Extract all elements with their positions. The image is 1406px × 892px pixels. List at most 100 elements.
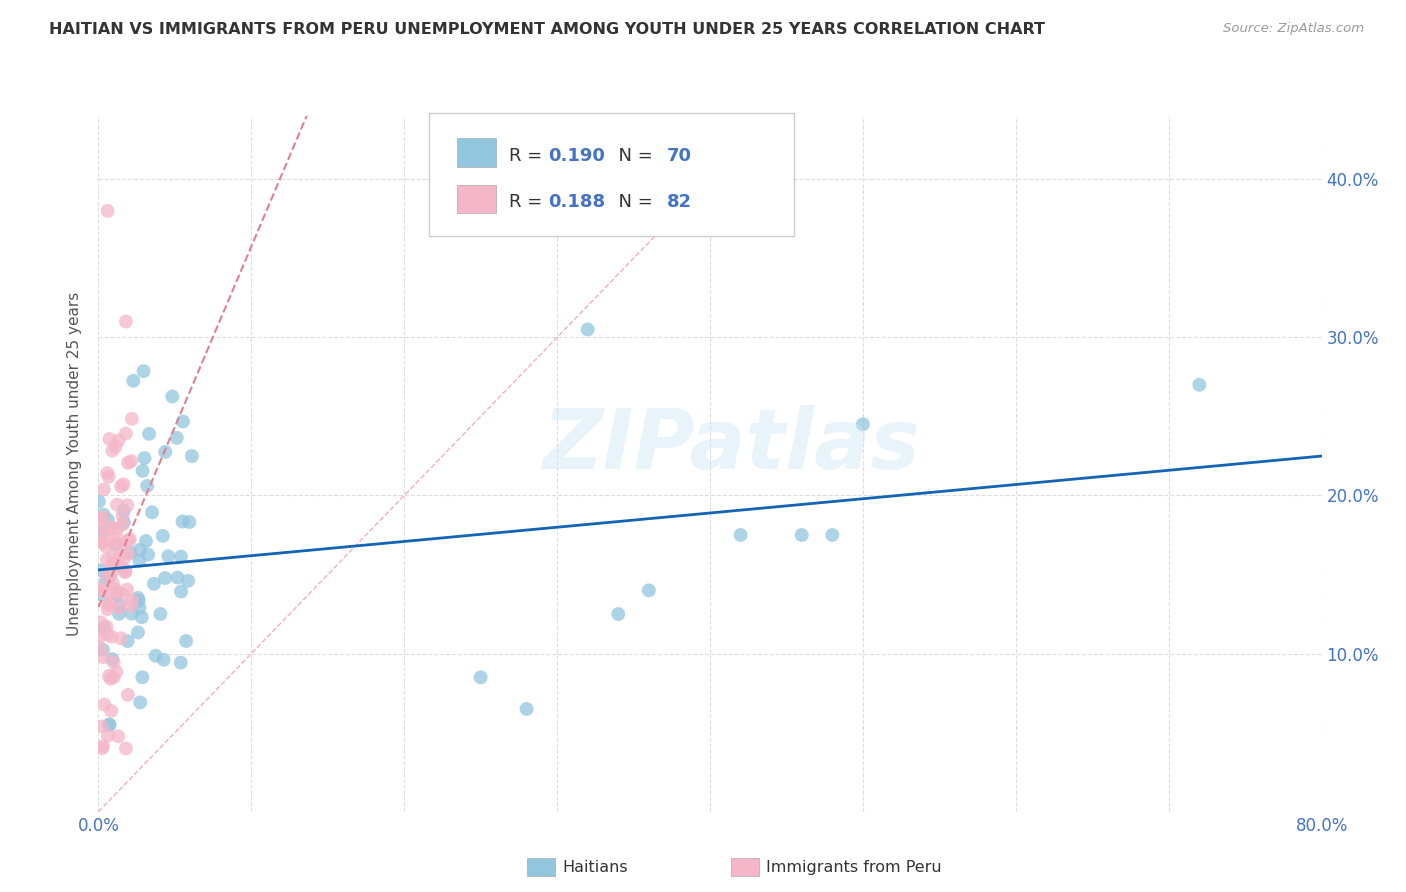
Point [470,670,492,684]
Point [128,593,150,607]
Point [96,466,118,480]
Point [93,483,115,497]
Point [576,322,599,336]
Point [101,443,124,458]
Point [105,665,128,679]
Point [93,650,115,665]
Point [170,656,193,670]
Point [110,479,132,493]
Point [98,587,121,601]
Point [136,548,159,562]
Point [101,522,124,536]
Point [132,364,155,378]
Point [131,610,153,624]
Text: 70: 70 [666,147,692,165]
Point [118,532,141,546]
Point [112,515,135,529]
Point [174,634,197,648]
Point [96,568,118,582]
Point [112,477,135,491]
Point [128,600,150,615]
Text: R =: R = [509,194,548,211]
Point [98,597,121,611]
Point [117,634,139,648]
Point [121,593,143,607]
Point [134,451,156,466]
Point [105,498,128,512]
Point [117,499,139,513]
Point [162,389,184,403]
Point [120,546,142,560]
Text: 0.188: 0.188 [548,194,606,211]
Point [141,505,163,519]
Point [153,571,176,585]
Point [100,520,122,534]
Point [117,688,139,702]
Point [90,615,112,630]
Text: 82: 82 [666,194,692,211]
Point [127,625,149,640]
Point [122,374,145,388]
Point [108,598,131,612]
Point [170,584,193,599]
Point [105,521,128,535]
Y-axis label: Unemployment Among Youth under 25 years: Unemployment Among Youth under 25 years [67,292,83,636]
Point [152,653,174,667]
Point [111,508,134,523]
Point [97,469,120,483]
Point [108,600,131,615]
Point [143,577,166,591]
Point [93,620,115,634]
Point [98,717,121,731]
Point [121,412,143,426]
Point [730,528,752,542]
Point [166,431,188,445]
Point [112,550,135,565]
Point [103,557,125,571]
Point [117,547,139,561]
Point [107,584,129,599]
Point [98,432,121,446]
Point [852,417,875,432]
Point [87,494,110,508]
Point [790,528,813,542]
Point [179,515,201,529]
Point [111,517,134,532]
Point [112,504,135,518]
Point [91,643,114,657]
Point [128,542,150,557]
Point [91,510,114,524]
Point [128,554,150,568]
Text: Immigrants from Peru: Immigrants from Peru [766,860,942,874]
Point [90,563,112,577]
Point [91,524,114,539]
Point [107,434,129,448]
Point [607,607,630,621]
Point [149,607,172,621]
Text: Source: ZipAtlas.com: Source: ZipAtlas.com [1223,22,1364,36]
Point [97,203,120,218]
Point [100,704,122,718]
Point [104,535,127,549]
Point [516,702,538,716]
Point [93,535,115,549]
Point [135,534,157,549]
Point [90,588,112,602]
Point [170,549,193,564]
Point [120,599,142,613]
Point [107,552,129,566]
Text: R =: R = [509,147,548,165]
Point [96,627,118,641]
Point [117,456,139,470]
Point [172,415,194,429]
Point [117,534,139,549]
Point [96,552,118,566]
Text: Haitians: Haitians [562,860,628,874]
Point [136,479,159,493]
Point [103,549,125,563]
Point [107,729,129,743]
Point [97,599,120,613]
Point [94,540,117,554]
Point [152,529,174,543]
Point [94,574,117,588]
